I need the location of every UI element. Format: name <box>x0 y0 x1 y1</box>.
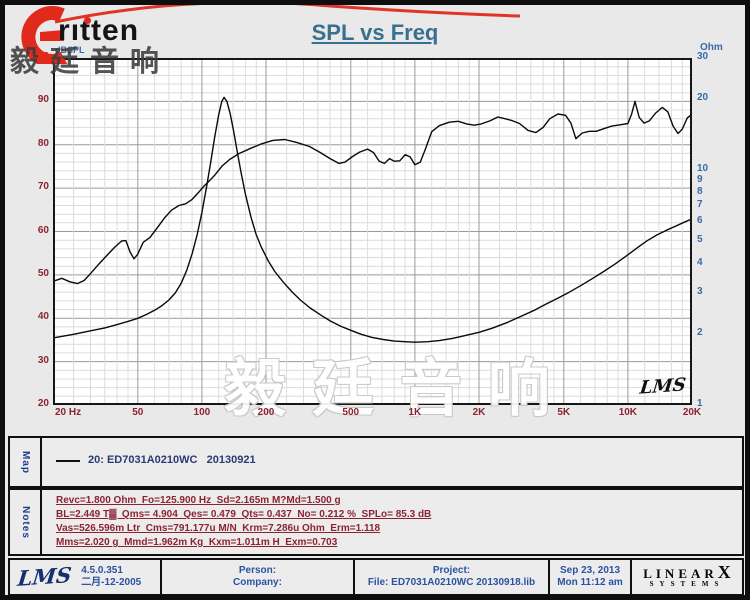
person-label: Person: <box>238 565 277 576</box>
left-tick-70: 70 <box>37 181 49 193</box>
notes-line-3: Vas=526.596m Ltr Cms=791.177u M/N Krm=7.… <box>56 523 381 534</box>
app-version: 4.5.0.351 <box>81 565 123 576</box>
freq-tick-1K: 1K <box>408 407 422 418</box>
freq-tick-20 Hz: 20 Hz <box>55 407 82 418</box>
build-date: 二月-12-2005 <box>81 577 142 588</box>
left-tick-80: 80 <box>37 137 49 149</box>
time-stamp: Mon 11:12 am <box>557 577 623 588</box>
left-tick-30: 30 <box>37 354 49 366</box>
brand-i-dot-icon <box>84 17 91 24</box>
curve-spl <box>53 100 692 285</box>
freq-tick-100: 100 <box>193 407 211 418</box>
freq-tick-10K: 10K <box>618 407 638 418</box>
plot-lms-logo: LMS <box>638 374 687 399</box>
freq-tick-2K: 2K <box>472 407 486 418</box>
right-tick-7: 7 <box>697 199 703 211</box>
right-tick-4: 4 <box>697 256 703 268</box>
company-label: Company: <box>233 577 282 588</box>
left-axis-label: dBSPL <box>55 45 85 55</box>
notes-line-2: BL=2.449 T▓ Qms= 4.904 Qes= 0.479 Qts= 0… <box>56 509 432 520</box>
file-label: File: ED7031A0210WC 20130918.lib <box>367 577 536 588</box>
right-axis-label: Ohm <box>700 42 723 53</box>
footer-project-cell: Project: File: ED7031A0210WC 20130918.li… <box>353 560 548 594</box>
notes-label: Notes <box>19 505 31 539</box>
right-tick-20: 20 <box>697 92 709 104</box>
curve-impedance <box>53 96 692 343</box>
left-tick-50: 50 <box>37 267 49 279</box>
right-tick-5: 5 <box>697 233 703 245</box>
spl-freq-plot <box>53 58 692 405</box>
right-tick-2: 2 <box>697 327 703 339</box>
left-tick-20: 20 <box>37 398 49 409</box>
footer-bar: LMS 4.5.0.351 二月-12-2005 Person: Company… <box>8 558 744 596</box>
map-label: Map <box>19 450 31 474</box>
map-label-cell: Map <box>10 438 42 486</box>
footer-version-cell: LMS 4.5.0.351 二月-12-2005 <box>10 560 160 594</box>
notes-line-1: Revc=1.800 Ohm Fo=125.900 Hz Sd=2.165m M… <box>56 495 341 506</box>
notes-panel: Notes Revc=1.800 Ohm Fo=125.900 Hz Sd=2.… <box>8 488 744 556</box>
project-label: Project: <box>432 565 471 576</box>
right-tick-30: 30 <box>697 51 709 62</box>
footer-date-cell: Sep 23, 2013 Mon 11:12 am <box>548 560 630 594</box>
right-tick-1: 1 <box>697 398 703 409</box>
right-tick-10: 10 <box>697 163 709 175</box>
brand-chinese-text: 毅廷音响 <box>10 46 171 78</box>
freq-tick-50: 50 <box>132 407 144 418</box>
legend-line-icon <box>56 460 80 462</box>
freq-tick-20K: 20K <box>682 407 702 418</box>
page-title: SPL vs Freq <box>311 20 439 45</box>
left-tick-60: 60 <box>37 224 49 236</box>
map-panel: Map 20: ED7031A0210WC 20130921 <box>8 436 744 488</box>
linearx-systems: SYSTEMS <box>649 580 725 588</box>
notes-line-4: Mms=2.020 g Mmd=1.962m Kg Kxm=1.011m H E… <box>56 537 338 548</box>
right-tick-9: 9 <box>697 173 703 185</box>
right-tick-6: 6 <box>697 215 703 227</box>
notes-label-cell: Notes <box>10 490 42 554</box>
linearx-x: X <box>717 562 731 582</box>
right-tick-3: 3 <box>697 285 703 297</box>
lms-logo: LMS <box>16 562 73 591</box>
footer-person-cell: Person: Company: <box>160 560 353 594</box>
right-tick-8: 8 <box>697 185 703 197</box>
freq-tick-500: 500 <box>342 407 360 418</box>
linearx-main: LINEAR <box>643 566 718 581</box>
freq-tick-200: 200 <box>257 407 275 418</box>
left-tick-90: 90 <box>37 94 49 106</box>
linearx-logo: LINEARX SYSTEMS <box>630 560 742 594</box>
freq-tick-5K: 5K <box>557 407 571 418</box>
left-tick-40: 40 <box>37 311 49 323</box>
date-stamp: Sep 23, 2013 <box>559 565 621 576</box>
legend-entry: 20: ED7031A0210WC 20130921 <box>88 454 256 466</box>
watermark-text: 毅廷音响 <box>224 355 577 424</box>
